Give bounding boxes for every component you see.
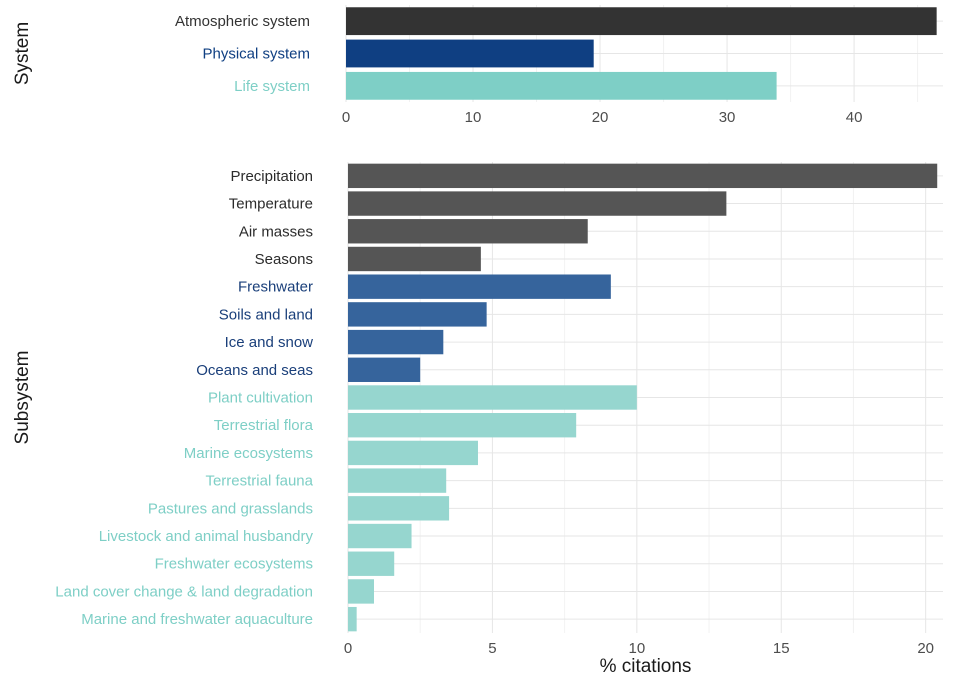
bar: [348, 523, 412, 549]
bar: [348, 302, 487, 327]
bar: [348, 246, 481, 272]
category-label: Plant cultivation: [208, 390, 313, 407]
bar: [348, 496, 450, 521]
x-tick-label: 10: [628, 640, 645, 657]
bar: [348, 468, 447, 493]
category-label: Soils and land: [219, 306, 313, 323]
category-label: Seasons: [255, 251, 313, 268]
x-tick-label: 20: [592, 109, 609, 126]
bar: [348, 385, 637, 410]
system-axis-title: System: [12, 22, 33, 85]
x-tick-label: 15: [773, 640, 790, 657]
x-tick-label: 0: [342, 109, 350, 126]
category-label: Pastures and grasslands: [148, 500, 313, 517]
category-label: Terrestrial fauna: [205, 473, 313, 490]
x-tick-label: 40: [846, 109, 863, 126]
bar: [348, 606, 357, 632]
category-label: Life system: [234, 78, 310, 95]
bar: [348, 274, 611, 299]
category-label: Air masses: [239, 223, 313, 240]
subsystem-panel: 0 5 10 15 20 Precipitation Temperature Air mass…: [55, 162, 943, 657]
category-label: Temperature: [229, 196, 313, 213]
bar: [348, 440, 478, 466]
x-tick-label: 10: [465, 109, 482, 126]
system-panel: 0 10 20 30 40 Atmospheric system Physical syst…: [175, 5, 943, 126]
category-label: Marine and freshwater aquaculture: [81, 611, 313, 628]
x-tick-label: 0: [344, 640, 352, 657]
bar: [348, 413, 577, 438]
bar: [348, 551, 395, 576]
category-label: Physical system: [202, 46, 310, 63]
bar: [348, 579, 374, 604]
x-tick-label: 5: [488, 640, 496, 657]
category-label: Land cover change & land degradation: [55, 583, 313, 600]
x-axis-title: % citations: [600, 656, 692, 677]
bar: [348, 219, 588, 244]
category-label: Livestock and animal husbandry: [99, 528, 314, 545]
category-label: Precipitation: [230, 168, 313, 185]
category-label: Ice and snow: [225, 334, 314, 351]
category-label: Freshwater ecosystems: [155, 556, 313, 573]
bar: [348, 191, 727, 216]
bar: [346, 7, 937, 36]
bar: [348, 329, 444, 355]
subsystem-axis-title: Subsystem: [12, 351, 33, 445]
bar: [346, 39, 594, 68]
category-label: Marine ecosystems: [184, 445, 313, 462]
bar: [346, 71, 777, 100]
category-label: Freshwater: [238, 279, 313, 296]
x-tick-label: 30: [719, 109, 736, 126]
category-label: Terrestrial flora: [214, 417, 314, 434]
bar: [348, 357, 421, 382]
category-label: Oceans and seas: [196, 362, 313, 379]
bar: [348, 163, 938, 189]
category-label: Atmospheric system: [175, 13, 310, 30]
x-tick-label: 20: [917, 640, 934, 657]
